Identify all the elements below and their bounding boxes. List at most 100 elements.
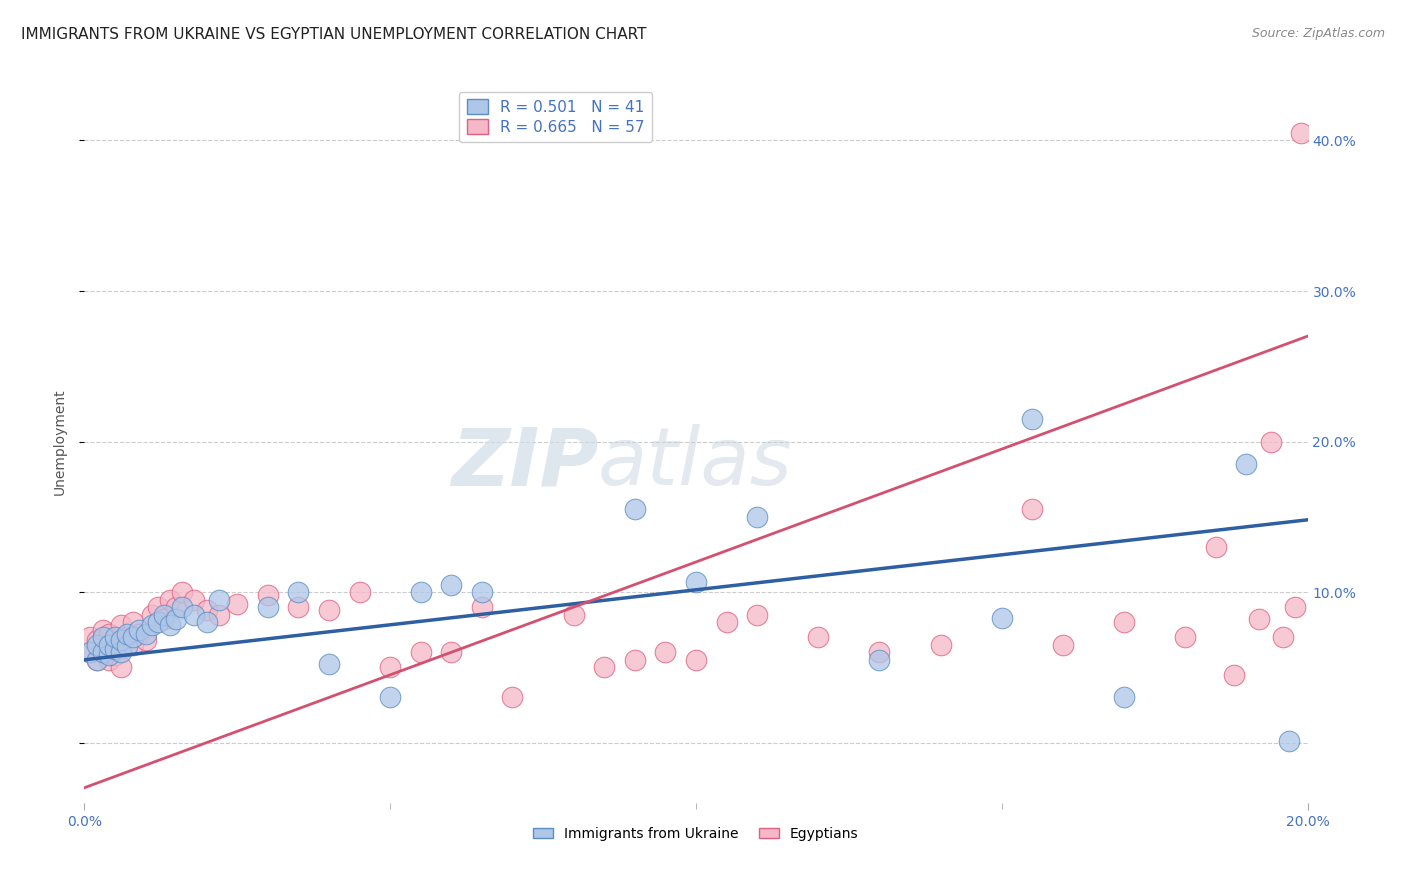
Point [1291,126,1313,140]
Point [747,509,769,524]
Text: IMMIGRANTS FROM UKRAINE VS EGYPTIAN UNEMPLOYMENT CORRELATION CHART: IMMIGRANTS FROM UKRAINE VS EGYPTIAN UNEM… [21,27,647,42]
Point [195,615,218,630]
Point [1260,434,1282,449]
Point [380,690,402,705]
Point [86,638,108,652]
Point [146,600,169,615]
Legend: Immigrants from Ukraine, Egyptians: Immigrants from Ukraine, Egyptians [527,822,865,847]
Point [991,610,1014,624]
Point [1247,612,1270,626]
Point [1114,615,1136,630]
Point [1205,540,1227,554]
Point [1236,457,1258,471]
Point [226,597,249,611]
Point [104,633,127,648]
Point [502,690,524,705]
Point [1284,600,1306,615]
Point [165,600,187,615]
Point [624,653,647,667]
Point [349,585,371,599]
Point [159,592,181,607]
Point [104,648,127,663]
Point [110,645,132,659]
Point [1052,638,1074,652]
Point [318,603,340,617]
Point [115,639,138,653]
Point [471,600,494,615]
Point [122,630,145,644]
Point [91,623,114,637]
Point [624,502,647,516]
Text: atlas: atlas [598,425,793,502]
Point [208,592,231,607]
Point [104,630,127,644]
Point [195,603,218,617]
Point [91,645,114,659]
Point [110,660,132,674]
Point [1021,502,1043,516]
Text: ZIP: ZIP [451,425,598,502]
Point [318,657,340,672]
Point [172,600,194,615]
Point [409,585,432,599]
Point [593,660,616,674]
Point [86,633,108,648]
Point [97,648,120,663]
Point [79,630,101,644]
Point [141,607,163,622]
Point [409,645,432,659]
Point [869,653,891,667]
Point [685,653,707,667]
Point [172,585,194,599]
Point [869,645,891,659]
Point [747,607,769,622]
Point [1272,630,1295,644]
Point [79,645,101,659]
Point [153,612,176,626]
Point [122,615,145,630]
Point [183,592,205,607]
Point [91,645,114,659]
Point [257,600,280,615]
Y-axis label: Unemployment: Unemployment [52,388,66,495]
Point [685,574,707,589]
Text: Source: ZipAtlas.com: Source: ZipAtlas.com [1251,27,1385,40]
Point [141,618,163,632]
Point [86,653,108,667]
Point [807,630,830,644]
Point [97,627,120,641]
Point [110,633,132,648]
Point [287,600,309,615]
Point [97,638,120,652]
Point [1114,690,1136,705]
Point [208,607,231,622]
Point [97,653,120,667]
Point [104,642,127,657]
Point [122,638,145,652]
Point [1223,668,1246,682]
Point [1278,734,1301,748]
Point [165,612,187,626]
Point [929,638,952,652]
Point [115,627,138,641]
Point [91,630,114,644]
Point [128,627,150,641]
Point [562,607,585,622]
Point [257,588,280,602]
Point [146,615,169,630]
Point [1174,630,1197,644]
Point [471,585,494,599]
Point [183,607,205,622]
Point [716,615,738,630]
Point [128,623,150,637]
Point [135,633,157,648]
Point [79,645,101,659]
Point [153,607,176,622]
Point [287,585,309,599]
Point [1021,412,1043,426]
Point [86,653,108,667]
Point [159,618,181,632]
Point [440,645,463,659]
Point [654,645,676,659]
Point [380,660,402,674]
